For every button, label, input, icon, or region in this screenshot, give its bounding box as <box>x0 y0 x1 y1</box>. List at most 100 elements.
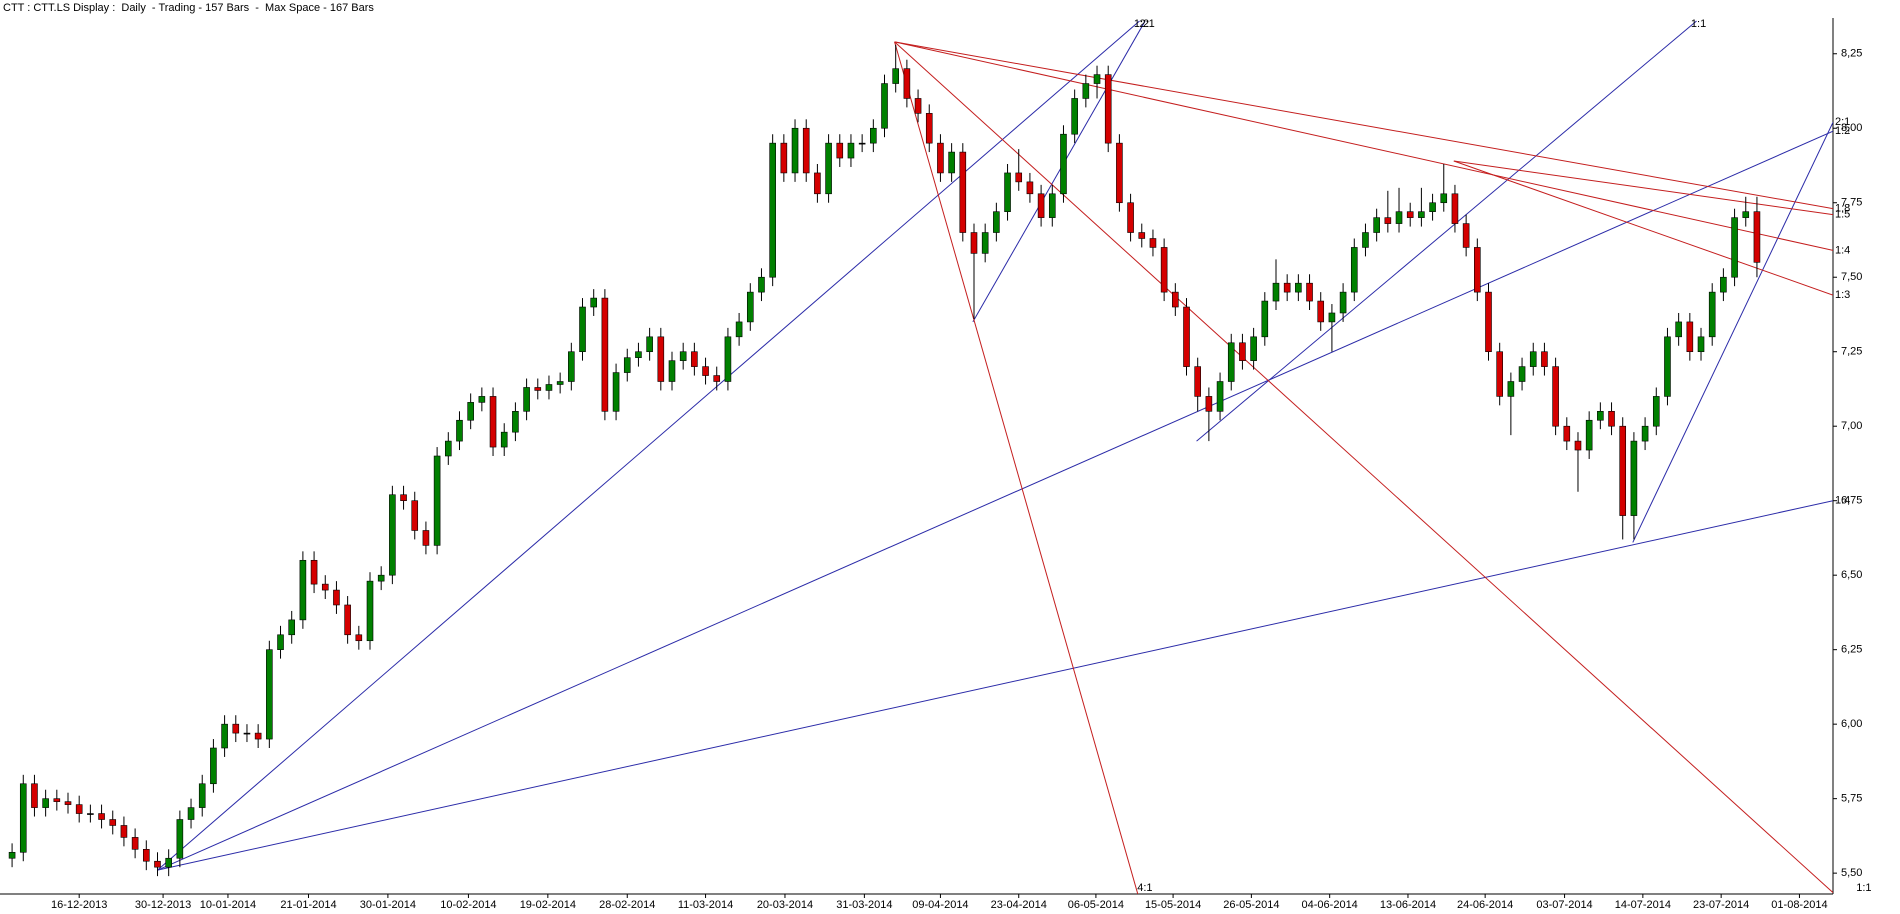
candle-body <box>769 142 776 278</box>
y-tick-label: 8,00 <box>1841 122 1862 134</box>
candle-body <box>1406 211 1414 218</box>
x-tick-label: 13-06-2014 <box>1380 899 1436 911</box>
candle-body <box>120 825 128 838</box>
candle-body <box>1272 282 1280 302</box>
candle-body <box>814 172 821 195</box>
candle-body <box>266 649 273 740</box>
candle-body <box>556 381 564 385</box>
candle-body <box>870 127 877 144</box>
candle-body <box>1071 98 1078 135</box>
candle-body <box>1250 336 1257 361</box>
x-tick-label: 21-01-2014 <box>280 899 336 911</box>
gann-line <box>1632 122 1833 543</box>
candle-body <box>31 783 38 808</box>
gann-line <box>1453 160 1833 216</box>
candle-body <box>87 813 94 815</box>
candle-body <box>612 372 620 412</box>
gann-label: 1:2 <box>1134 18 1149 30</box>
candle-body <box>724 336 732 382</box>
candle-body <box>534 387 542 391</box>
candle-body <box>1563 425 1571 442</box>
candle-body <box>646 336 653 353</box>
x-tick-label: 15-05-2014 <box>1145 899 1201 911</box>
candle-body <box>579 306 586 353</box>
candle-body <box>1518 366 1526 382</box>
gann-label: 1:5 <box>1835 209 1850 221</box>
y-tick-label: 5,75 <box>1841 793 1862 805</box>
x-tick-label: 01-08-2014 <box>1771 899 1827 911</box>
candle-body <box>333 589 340 606</box>
gann-line <box>894 41 1833 210</box>
candle-body <box>1026 181 1034 195</box>
candle-body <box>1496 351 1503 397</box>
candle-body <box>355 634 363 642</box>
candle-body <box>1485 291 1492 353</box>
candle-body <box>288 619 296 636</box>
candle-body <box>1708 291 1716 338</box>
candle-body <box>746 291 754 323</box>
candle-body <box>545 384 553 391</box>
candle-body <box>1216 381 1224 412</box>
candle-body <box>1619 425 1627 516</box>
x-tick-label: 10-01-2014 <box>200 899 256 911</box>
x-tick-label: 04-06-2014 <box>1302 899 1358 911</box>
y-tick-label: 7,75 <box>1841 197 1862 209</box>
candle-body <box>1362 232 1369 248</box>
candle-body <box>881 83 888 129</box>
candle-body <box>1116 142 1123 204</box>
chart-title: CTT : CTT.LS Display : Daily - Trading -… <box>3 2 374 14</box>
candle-body <box>433 455 441 546</box>
candle-body <box>1183 306 1190 367</box>
candle-body <box>836 142 844 159</box>
gann-line <box>972 20 1146 323</box>
candle-body <box>657 336 665 382</box>
gann-label: 1:2 <box>1835 125 1850 137</box>
gann-label: 2:1 <box>1835 116 1850 128</box>
candle-body <box>1015 172 1023 183</box>
y-tick-label: 6,00 <box>1841 718 1862 730</box>
candle-body <box>109 819 117 826</box>
candle-body <box>847 142 855 159</box>
y-tick-label: 5,50 <box>1841 867 1862 879</box>
gann-label: 1:3 <box>1835 289 1850 301</box>
overlay-group <box>157 20 1833 894</box>
candle-body <box>1664 336 1671 397</box>
candle-body <box>1227 342 1235 382</box>
candle-body <box>892 68 899 84</box>
candle-body <box>925 113 933 144</box>
gann-line <box>894 41 1833 894</box>
y-tick-label: 6,25 <box>1841 644 1862 656</box>
y-tick-label: 6,75 <box>1841 495 1862 507</box>
candle-body <box>590 297 598 308</box>
x-tick-label: 23-07-2014 <box>1693 899 1749 911</box>
gann-label: 1:4 <box>1835 244 1850 256</box>
candle-body <box>1418 211 1425 218</box>
candle-body <box>64 801 72 805</box>
candle-body <box>1753 211 1761 263</box>
candle-body <box>993 211 1000 233</box>
candle-body <box>165 857 172 868</box>
candle-body <box>456 419 463 442</box>
candle-body <box>1597 411 1604 421</box>
candle-body <box>758 276 765 293</box>
candle-body <box>221 723 228 749</box>
candle-body <box>1149 238 1157 248</box>
candle-body <box>1261 300 1269 338</box>
candle-body <box>1585 419 1593 451</box>
gann-label: 1:8 <box>1835 203 1850 215</box>
x-tick-label: 14-07-2014 <box>1615 899 1671 911</box>
candle-body <box>1127 202 1134 233</box>
candle-body <box>1462 223 1470 248</box>
candle-body <box>210 747 217 785</box>
candle-body <box>1720 276 1727 293</box>
candle-body <box>1529 351 1537 367</box>
candle-body <box>1306 282 1313 302</box>
candle-body <box>523 387 530 412</box>
candle-body <box>500 431 508 448</box>
y-tick-label: 6,50 <box>1841 569 1862 581</box>
x-tick-label: 30-01-2014 <box>360 899 416 911</box>
candle-body <box>713 375 721 382</box>
candle-body <box>668 360 676 382</box>
